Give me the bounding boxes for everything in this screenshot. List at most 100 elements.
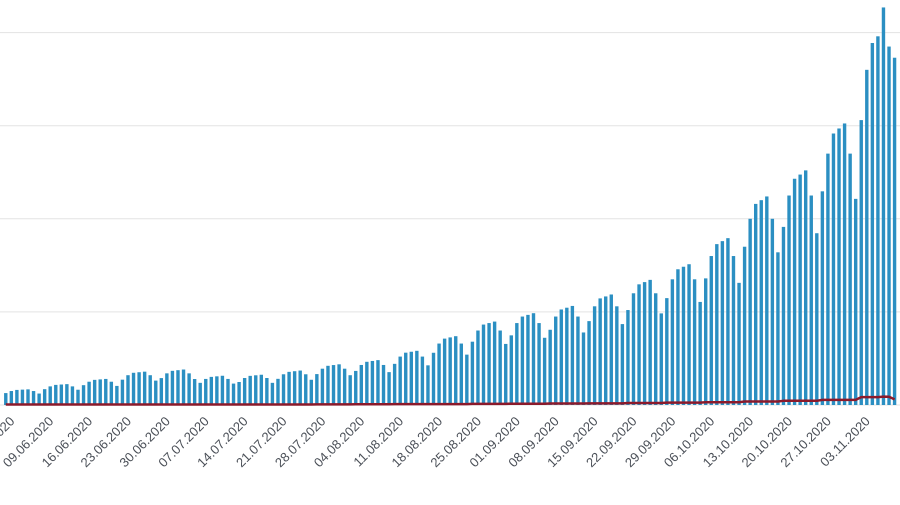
bar	[770, 218, 775, 405]
bar	[215, 376, 219, 405]
bar	[87, 381, 91, 405]
bar	[309, 379, 314, 405]
bar	[637, 284, 641, 405]
bar	[404, 352, 408, 405]
bar	[415, 350, 419, 405]
bar	[148, 375, 152, 405]
bar	[304, 374, 308, 405]
bar	[292, 371, 297, 405]
bar	[276, 378, 280, 405]
bar	[676, 269, 680, 405]
bar	[65, 384, 69, 405]
bar	[592, 306, 597, 405]
bar	[537, 323, 541, 405]
bar	[126, 375, 130, 405]
bar	[487, 323, 491, 405]
bar	[654, 293, 658, 405]
bar	[581, 332, 586, 405]
bar	[426, 365, 430, 405]
bar	[31, 391, 36, 405]
bar	[359, 364, 363, 405]
bar	[859, 120, 863, 405]
bar	[615, 306, 619, 405]
bar	[792, 178, 797, 405]
bar	[448, 337, 452, 405]
bar	[515, 323, 519, 405]
bar	[576, 316, 580, 405]
bar	[809, 195, 813, 405]
bar	[659, 313, 663, 405]
bar	[209, 376, 214, 405]
bar	[437, 343, 441, 405]
bar	[170, 370, 175, 405]
bar	[131, 372, 136, 405]
bar	[431, 352, 436, 405]
bar	[604, 296, 608, 405]
bar	[848, 153, 852, 405]
bar	[115, 385, 119, 405]
bar	[565, 307, 569, 405]
bar	[498, 330, 502, 405]
bar	[4, 393, 8, 405]
bar	[609, 294, 613, 405]
bar	[554, 316, 558, 405]
bar	[726, 238, 730, 405]
bar	[892, 57, 897, 406]
bar	[865, 69, 869, 406]
bar	[781, 226, 786, 405]
bar	[742, 246, 747, 405]
bar	[20, 389, 25, 405]
bar	[137, 372, 141, 405]
bar	[231, 383, 236, 405]
bar	[715, 244, 719, 405]
bar	[748, 218, 752, 405]
bar	[642, 282, 647, 405]
line	[5, 395, 896, 406]
bar	[348, 375, 352, 405]
bar	[837, 128, 841, 405]
bar	[48, 386, 52, 405]
bar	[776, 252, 780, 405]
bar	[665, 298, 669, 405]
bar	[587, 321, 591, 405]
bar	[92, 379, 97, 405]
bar	[326, 365, 330, 405]
bar	[509, 335, 513, 405]
bar	[265, 378, 269, 405]
bar	[470, 341, 475, 405]
bar	[165, 373, 169, 405]
bar	[826, 153, 830, 405]
bar	[681, 266, 686, 405]
bar	[154, 380, 158, 405]
bar	[787, 195, 791, 405]
bar	[192, 379, 197, 405]
bar	[842, 123, 847, 405]
bar	[387, 372, 391, 405]
bar	[254, 375, 258, 405]
bar	[331, 365, 336, 405]
bar	[392, 363, 397, 405]
bar	[15, 389, 19, 405]
bar	[709, 256, 713, 405]
bar	[481, 324, 486, 405]
bar	[520, 316, 525, 405]
bar	[142, 371, 147, 405]
bar	[765, 196, 769, 405]
bar	[626, 310, 630, 405]
bar	[187, 373, 191, 405]
bar	[98, 379, 102, 405]
bar	[698, 301, 702, 405]
bar	[320, 368, 325, 405]
bar	[181, 369, 186, 405]
bar	[365, 361, 369, 405]
bar	[248, 375, 252, 405]
bar	[731, 256, 736, 405]
bar	[237, 382, 241, 405]
bar	[120, 379, 125, 405]
bar	[476, 330, 480, 405]
bar	[559, 309, 563, 405]
bar	[704, 278, 708, 405]
bar	[631, 293, 636, 405]
bar	[398, 356, 402, 405]
